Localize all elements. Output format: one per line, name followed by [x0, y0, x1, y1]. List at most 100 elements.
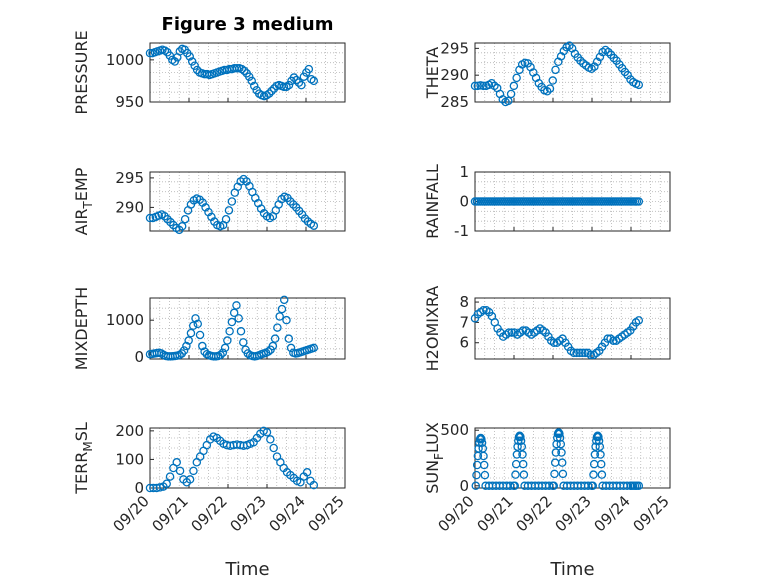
data-point — [239, 338, 248, 347]
data-point — [471, 481, 481, 491]
data-point — [223, 336, 232, 345]
data-point — [170, 57, 180, 66]
y-tick-label: 950 — [115, 93, 144, 111]
data-point — [595, 52, 605, 62]
data-point — [187, 57, 197, 66]
data-point — [269, 443, 278, 453]
data-point — [264, 347, 273, 356]
data-point — [282, 315, 291, 325]
data-point — [184, 336, 193, 345]
y-axis-label: TERRMSL — [72, 422, 95, 495]
data-point — [480, 470, 490, 480]
data-point — [268, 341, 278, 351]
axes-frame — [149, 42, 346, 103]
data-point — [565, 41, 574, 50]
data-point — [470, 81, 480, 91]
data-point — [510, 481, 520, 491]
data-point — [225, 327, 234, 336]
y-axis-label: RAINFALL — [423, 164, 442, 239]
data-point — [165, 472, 175, 481]
data-point — [189, 466, 198, 476]
series-points — [470, 305, 644, 360]
data-point — [180, 214, 190, 224]
data-point — [507, 328, 516, 337]
axes-frame — [149, 171, 346, 232]
data-point — [245, 72, 254, 81]
subplot-h2omixra: 6 7 8 H2OMIXRA — [423, 286, 671, 371]
data-point — [592, 57, 602, 67]
y-tick-label: 0 — [459, 193, 469, 211]
data-point — [634, 316, 644, 325]
y-tick-label: 0 — [134, 348, 144, 366]
data-point — [590, 450, 600, 459]
data-point — [234, 314, 243, 323]
data-point — [518, 459, 528, 469]
data-point — [232, 64, 242, 73]
series-points — [471, 428, 644, 491]
data-point — [275, 312, 284, 321]
subplot-rainfall: -1 0 1 RAINFALL — [423, 163, 671, 240]
data-point — [517, 442, 527, 451]
y-tick-label: 290 — [115, 198, 144, 216]
data-point — [224, 206, 234, 215]
y-tick-label: 1000 — [106, 51, 144, 69]
data-point — [193, 319, 203, 329]
y-tick-label: 290 — [440, 66, 469, 84]
data-point — [236, 327, 246, 336]
data-point — [569, 348, 579, 358]
series-points — [145, 426, 319, 493]
data-point — [516, 432, 525, 442]
data-point — [472, 470, 481, 480]
data-point — [576, 56, 585, 65]
data-point — [262, 428, 272, 437]
data-point — [594, 436, 604, 446]
data-point — [518, 450, 527, 459]
data-point — [553, 433, 562, 443]
y-tick-label: 200 — [115, 422, 144, 440]
data-point — [623, 70, 632, 80]
data-point — [477, 434, 486, 444]
y-tick-label: 0 — [459, 477, 469, 495]
data-point — [289, 73, 299, 82]
data-point — [609, 53, 619, 63]
data-point — [557, 458, 567, 467]
data-point — [519, 470, 529, 479]
y-tick-label: 100 — [115, 450, 144, 468]
data-point — [297, 80, 306, 90]
data-point — [177, 222, 187, 231]
data-point — [575, 348, 584, 358]
series-points — [470, 197, 644, 206]
data-point — [221, 214, 231, 224]
y-tick-label: 1000 — [106, 311, 144, 329]
data-point — [487, 78, 496, 88]
data-point — [185, 52, 194, 61]
data-point — [603, 334, 612, 343]
data-point — [309, 343, 319, 353]
data-point — [267, 86, 276, 96]
axes-frame — [149, 297, 346, 360]
data-point — [545, 84, 555, 93]
data-point — [182, 341, 191, 351]
subplot-air_temp: 290 295 AIRTEMP — [72, 167, 346, 235]
data-point — [504, 96, 513, 106]
y-axis-label: MIXDEPTH — [72, 287, 91, 370]
y-tick-label: 285 — [440, 93, 469, 111]
data-point — [179, 346, 189, 355]
data-point — [588, 481, 598, 491]
data-point — [634, 197, 644, 206]
data-point — [185, 475, 195, 484]
data-point — [512, 73, 521, 83]
subplot-mixdepth: 0 1000 MIXDEPTH — [72, 287, 346, 370]
data-point — [572, 348, 581, 358]
data-point — [175, 466, 185, 476]
data-point — [232, 301, 241, 310]
data-point — [309, 221, 319, 230]
data-point — [294, 78, 304, 87]
data-point — [604, 47, 613, 57]
series-points — [145, 44, 319, 101]
y-tick-label: -1 — [454, 222, 469, 240]
data-point — [544, 481, 554, 491]
y-axis-label: THETA — [423, 47, 442, 99]
data-point — [247, 76, 257, 86]
